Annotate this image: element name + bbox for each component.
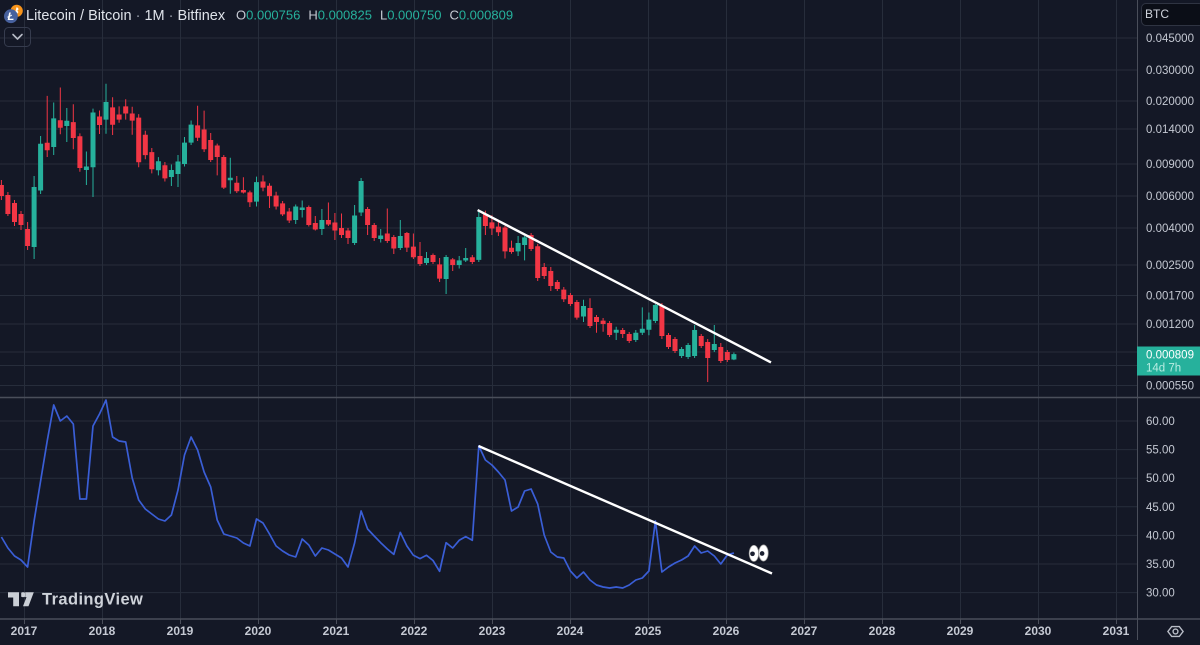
svg-text:0.006000: 0.006000 (1146, 191, 1194, 203)
svg-text:BTC: BTC (1145, 7, 1169, 21)
svg-text:2023: 2023 (479, 624, 506, 638)
svg-text:0.001200: 0.001200 (1146, 319, 1194, 331)
svg-text:30.00: 30.00 (1146, 588, 1175, 600)
svg-text:2026: 2026 (713, 624, 740, 638)
svg-text:2021: 2021 (323, 624, 350, 638)
svg-text:2028: 2028 (869, 624, 896, 638)
svg-text:14d 7h: 14d 7h (1146, 363, 1181, 375)
svg-text:TradingView: TradingView (42, 590, 143, 608)
svg-text:40.00: 40.00 (1146, 530, 1175, 542)
svg-text:2020: 2020 (245, 624, 272, 638)
svg-text:35.00: 35.00 (1146, 559, 1175, 571)
svg-text:2029: 2029 (947, 624, 974, 638)
svg-text:2027: 2027 (791, 624, 818, 638)
svg-text:0.045000: 0.045000 (1146, 33, 1194, 45)
svg-text:50.00: 50.00 (1146, 473, 1175, 485)
svg-text:2022: 2022 (401, 624, 428, 638)
svg-text:Ł: Ł (7, 11, 15, 23)
svg-text:2030: 2030 (1025, 624, 1052, 638)
svg-text:2025: 2025 (635, 624, 662, 638)
svg-text:0.000809: 0.000809 (1146, 350, 1194, 362)
svg-text:0.001700: 0.001700 (1146, 291, 1194, 303)
svg-text:2018: 2018 (89, 624, 116, 638)
svg-text:2019: 2019 (167, 624, 194, 638)
svg-text:0.009000: 0.009000 (1146, 159, 1194, 171)
svg-text:2017: 2017 (11, 624, 38, 638)
svg-text:2031: 2031 (1103, 624, 1130, 638)
svg-text:45.00: 45.00 (1146, 502, 1175, 514)
svg-text:0.000550: 0.000550 (1146, 381, 1194, 393)
svg-text:0.030000: 0.030000 (1146, 65, 1194, 77)
svg-text:2024: 2024 (557, 624, 584, 638)
svg-text:0.004000: 0.004000 (1146, 223, 1194, 235)
svg-text:0.014000: 0.014000 (1146, 124, 1194, 136)
svg-text:Litecoin / Bitcoin · 1M · Bitf: Litecoin / Bitcoin · 1M · Bitfinex (26, 8, 226, 24)
svg-text:0.002500: 0.002500 (1146, 260, 1194, 272)
svg-text:60.00: 60.00 (1146, 416, 1175, 428)
svg-text:0.020000: 0.020000 (1146, 96, 1194, 108)
svg-text:55.00: 55.00 (1146, 445, 1175, 457)
